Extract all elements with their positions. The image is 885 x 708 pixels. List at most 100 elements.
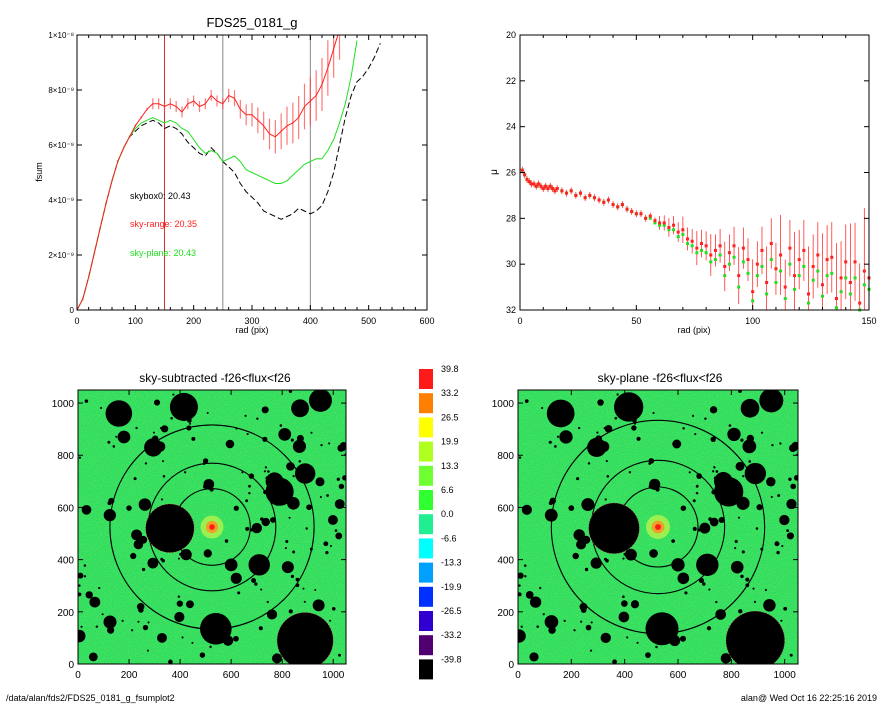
mask-blob bbox=[718, 516, 725, 524]
mask-blob bbox=[539, 586, 542, 590]
mask-blob bbox=[286, 462, 295, 471]
mask-blob bbox=[264, 466, 268, 469]
sky-subtracted-image-panel: sky-subtracted -f26<flux<f26 0 200 400 600 8… bbox=[52, 371, 347, 681]
series-line bbox=[77, 43, 381, 310]
mask-blob bbox=[160, 557, 164, 561]
y-tick-label: 6×10⁻⁹ bbox=[48, 141, 74, 150]
y-tick-label: 0 bbox=[68, 660, 74, 671]
sky-plane-frame bbox=[517, 389, 799, 665]
sky-range-point bbox=[797, 258, 801, 262]
mask-blob bbox=[622, 595, 625, 598]
mask-blob bbox=[529, 596, 542, 608]
mask-blob bbox=[585, 624, 592, 631]
fsum-profile-chart: FDS25_0181_g 0 100 200 300 400 500 600 0 2×10⁻⁹ 4… bbox=[34, 15, 435, 335]
mask-blob bbox=[709, 406, 718, 414]
sky-plane-point bbox=[807, 301, 811, 305]
sky-plane-point bbox=[834, 306, 838, 310]
sky-subtracted-image bbox=[78, 390, 346, 664]
mask-blob bbox=[121, 619, 124, 622]
sky-range-point bbox=[709, 253, 713, 257]
footer-timestamp: alan@ Wed Oct 16 22:25:16 2019 bbox=[740, 693, 877, 703]
colorbar-label: 39.8 bbox=[441, 364, 459, 374]
sky-range-point bbox=[662, 221, 666, 225]
mask-blob bbox=[742, 474, 745, 478]
colorbar-label: 0.0 bbox=[441, 509, 454, 519]
mask-blob bbox=[740, 438, 744, 442]
mask-blob bbox=[103, 615, 117, 629]
sky-range-point bbox=[686, 237, 690, 241]
sky-range-point bbox=[569, 189, 573, 193]
sky-plane-point bbox=[662, 223, 666, 227]
mask-blob bbox=[714, 472, 733, 491]
mask-blob bbox=[590, 557, 602, 569]
sky-range-point bbox=[553, 189, 557, 193]
mask-blob bbox=[251, 578, 257, 583]
mask-blob bbox=[248, 484, 251, 488]
colorbar-swatch bbox=[419, 635, 433, 656]
sky-plane-point bbox=[765, 292, 769, 296]
mask-blob bbox=[338, 483, 345, 490]
mask-blob bbox=[655, 487, 660, 492]
mask-blob bbox=[554, 445, 557, 448]
colorbar-swatch bbox=[419, 417, 433, 438]
y-tick-label: 2×10⁻⁹ bbox=[48, 251, 74, 260]
mask-blob bbox=[780, 619, 783, 622]
mask-blob bbox=[334, 529, 338, 532]
mask-blob bbox=[580, 607, 587, 613]
colorbar-label: 26.5 bbox=[441, 412, 459, 422]
mask-blob bbox=[325, 550, 329, 555]
mask-blob bbox=[134, 530, 138, 534]
mask-blob bbox=[251, 522, 263, 534]
sky-range-point bbox=[667, 226, 671, 229]
sky-subtracted-frame bbox=[77, 389, 347, 665]
annotation-sky-range: sky-range: 20.35 bbox=[130, 219, 197, 229]
mask-blob bbox=[568, 505, 575, 511]
mask-blob bbox=[603, 557, 607, 561]
mask-blob bbox=[734, 539, 738, 544]
x-tick-label: 1000 bbox=[774, 670, 797, 681]
y-tick-label: 400 bbox=[57, 556, 74, 567]
mask-blob bbox=[671, 539, 675, 543]
mask-blob bbox=[291, 399, 309, 418]
mask-blob bbox=[177, 595, 181, 598]
colorbar-label: -19.9 bbox=[441, 582, 462, 592]
sky-range-point bbox=[602, 200, 606, 204]
mask-blob bbox=[652, 411, 655, 415]
mask-blob bbox=[524, 399, 529, 403]
mask-blob bbox=[233, 505, 239, 511]
mask-blob bbox=[281, 561, 294, 574]
x-tick-label: 150 bbox=[861, 316, 876, 326]
sky-subtracted-axis-ticks: 0 200 400 600 800 1000 0 200 400 600 800 1000 bbox=[52, 390, 346, 681]
sky-range-point bbox=[765, 281, 769, 284]
sky-range-point bbox=[551, 187, 555, 191]
masked-sources bbox=[518, 390, 798, 664]
colorbar-label: -39.8 bbox=[441, 654, 462, 664]
y-tick-label: 20 bbox=[506, 30, 516, 40]
series-line bbox=[77, 40, 358, 310]
sky-plane-point bbox=[802, 264, 806, 268]
sky-range-point bbox=[634, 212, 638, 216]
mask-blob bbox=[237, 591, 241, 595]
mask-blob bbox=[277, 612, 334, 664]
mask-blob bbox=[524, 575, 527, 578]
y-tick-label: 24 bbox=[506, 122, 516, 132]
mask-blob bbox=[250, 528, 254, 532]
mask-blob bbox=[600, 632, 611, 644]
aperture-ellipse bbox=[109, 424, 315, 630]
mask-blob bbox=[763, 599, 776, 612]
mask-blob bbox=[203, 484, 207, 489]
mask-blob bbox=[89, 596, 101, 608]
sky-range-point bbox=[727, 251, 731, 255]
fsum-y-axis-label: fsum bbox=[34, 162, 44, 182]
colorbar-label: 19.9 bbox=[441, 437, 459, 447]
mask-blob bbox=[265, 472, 284, 491]
mask-blob bbox=[770, 495, 773, 499]
aperture-ellipse bbox=[147, 462, 277, 592]
sky-plane-point bbox=[774, 281, 778, 284]
sky-range-point bbox=[658, 221, 662, 225]
mask-blob bbox=[572, 552, 579, 560]
fsum-chart-title: FDS25_0181_g bbox=[206, 15, 297, 30]
mask-blob bbox=[335, 532, 343, 540]
mask-blob bbox=[288, 609, 293, 614]
mask-blob bbox=[740, 398, 760, 418]
